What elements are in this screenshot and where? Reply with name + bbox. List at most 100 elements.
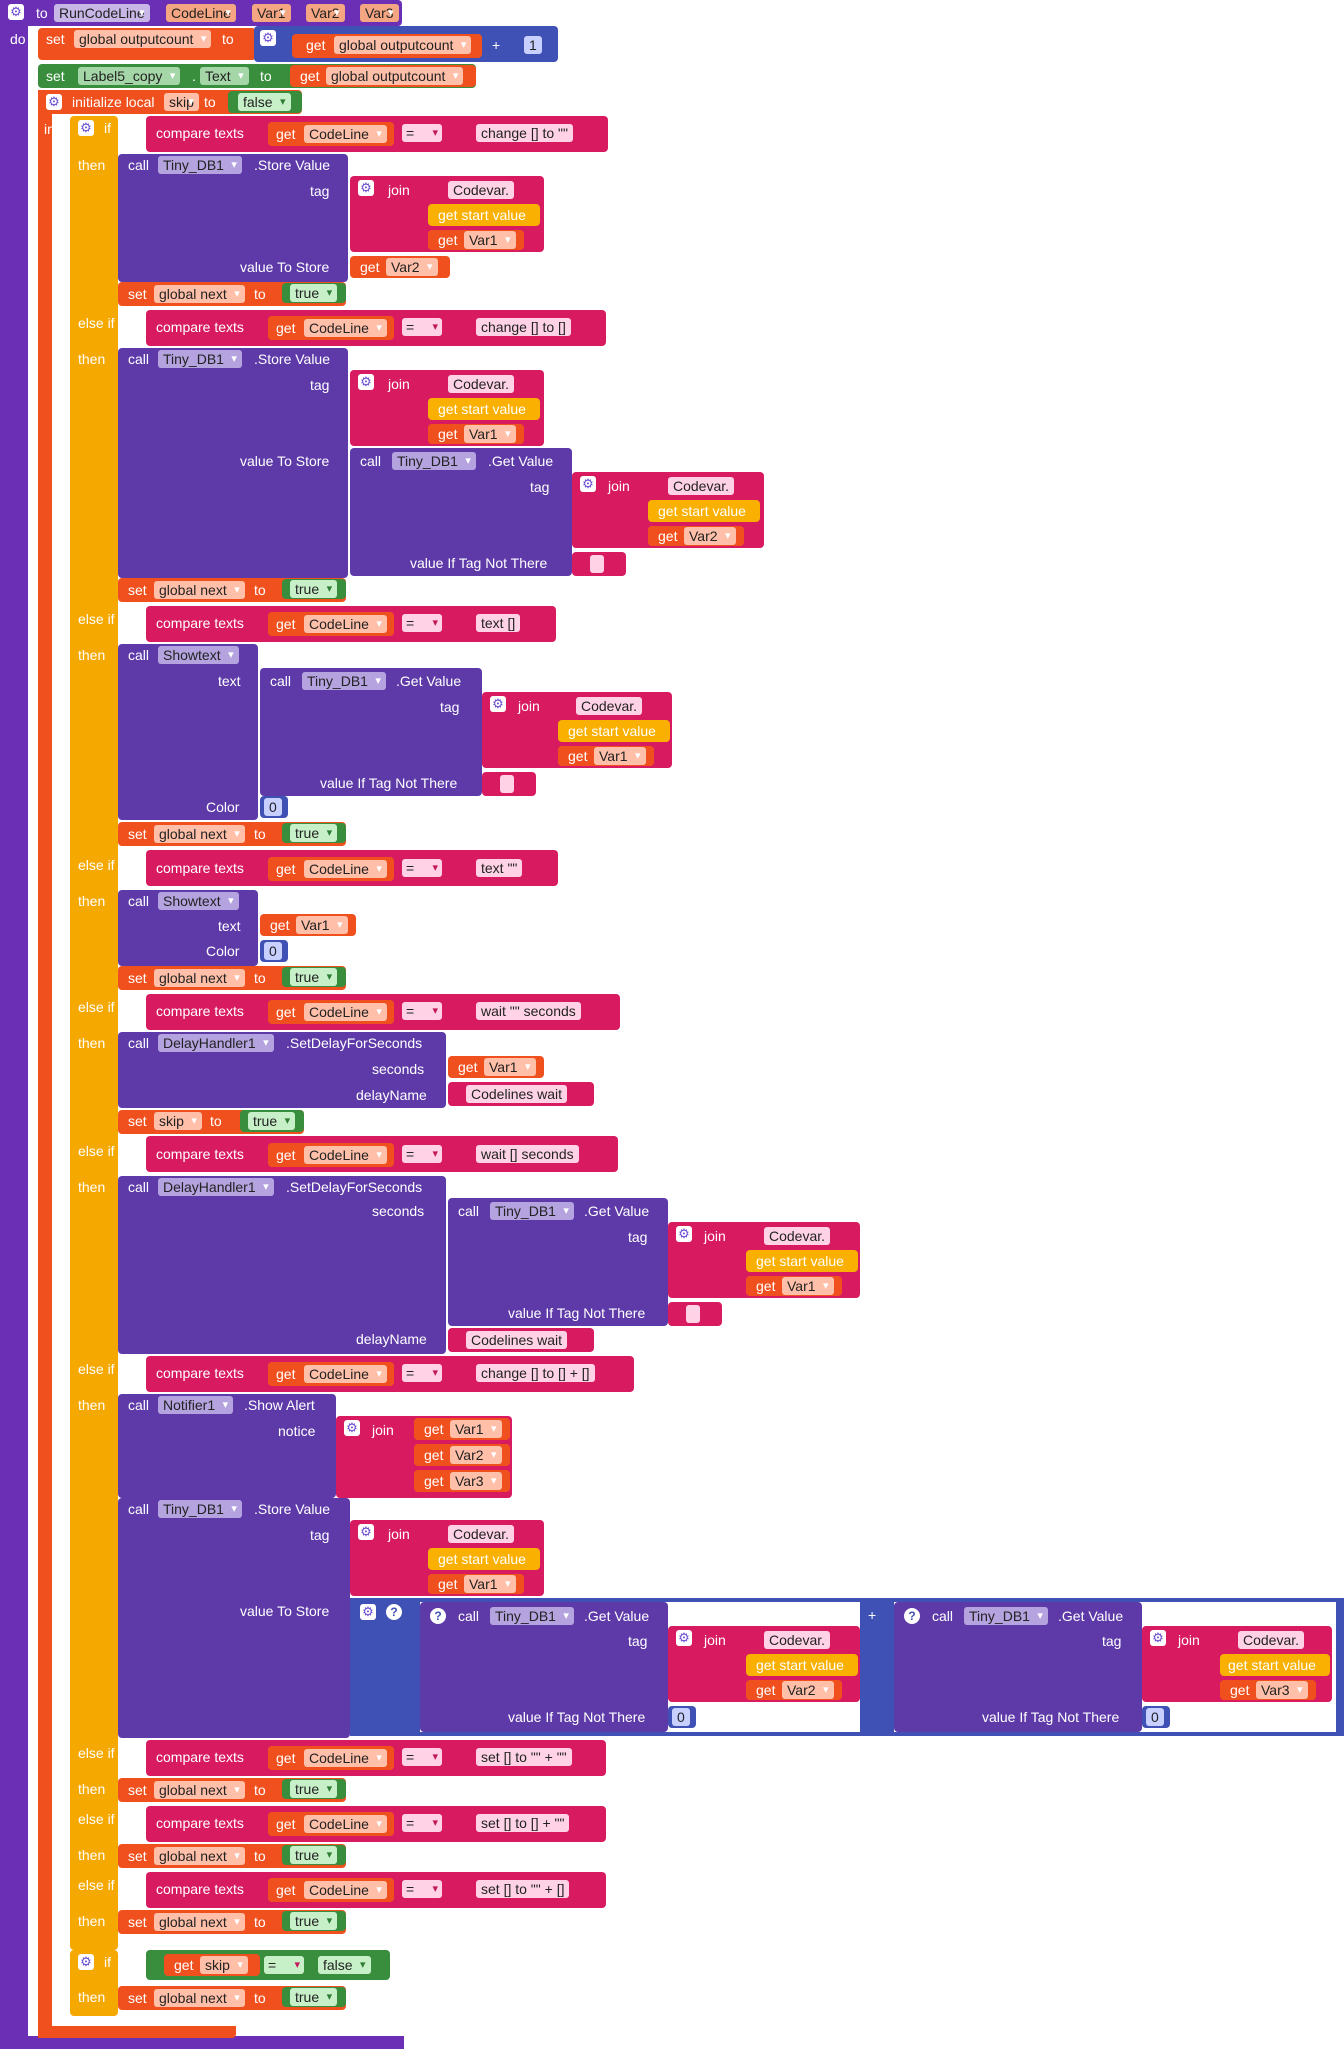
- false-value[interactable]: false: [238, 93, 291, 111]
- gear-icon[interactable]: ⚙: [676, 1630, 692, 1646]
- call-storevalue-block[interactable]: [118, 348, 348, 578]
- var-codeline[interactable]: CodeLine: [304, 1003, 387, 1021]
- component-tinydb[interactable]: Tiny_DB1: [158, 1500, 242, 1518]
- gear-icon[interactable]: ⚙: [8, 4, 24, 20]
- var-codeline[interactable]: CodeLine: [304, 1146, 387, 1164]
- var-var3[interactable]: Var3: [1256, 1681, 1308, 1699]
- operator-equals[interactable]: =: [402, 614, 442, 632]
- help-icon[interactable]: ?: [430, 1608, 446, 1624]
- var-var2[interactable]: Var2: [386, 258, 438, 276]
- text-literal[interactable]: wait [] seconds: [476, 1145, 579, 1163]
- var-skip[interactable]: skip: [200, 1956, 248, 1974]
- text-codevar[interactable]: Codevar.: [448, 1525, 515, 1543]
- gear-icon[interactable]: ⚙: [490, 696, 506, 712]
- operator-equals[interactable]: =: [402, 1002, 442, 1020]
- procedure-block[interactable]: [0, 0, 28, 2049]
- true-value[interactable]: true: [290, 968, 338, 986]
- gear-icon[interactable]: ⚙: [1150, 1630, 1166, 1646]
- param-var2[interactable]: Var2: [306, 4, 345, 22]
- var-outputcount[interactable]: global outputcount: [74, 30, 212, 48]
- component-tinydb[interactable]: Tiny_DB1: [158, 156, 242, 174]
- component-tinydb[interactable]: Tiny_DB1: [490, 1607, 574, 1625]
- text-literal[interactable]: change [] to []: [476, 318, 571, 336]
- operator-equals[interactable]: =: [402, 1814, 442, 1832]
- var-var1[interactable]: Var1: [464, 425, 516, 443]
- component-tinydb[interactable]: Tiny_DB1: [302, 672, 386, 690]
- var-var1[interactable]: Var1: [464, 1575, 516, 1593]
- text-empty[interactable]: [590, 555, 604, 573]
- init-local-block[interactable]: [38, 90, 52, 2038]
- var-next[interactable]: global next: [154, 825, 245, 843]
- text-codevar[interactable]: Codevar.: [764, 1631, 831, 1649]
- start-value-block[interactable]: [428, 204, 540, 226]
- text-codevar[interactable]: Codevar.: [668, 477, 735, 495]
- operator-equals[interactable]: =: [264, 1956, 304, 1974]
- var-var1[interactable]: Var1: [782, 1277, 834, 1295]
- text-codevar[interactable]: Codevar.: [448, 375, 515, 393]
- gear-icon[interactable]: ⚙: [360, 1604, 376, 1620]
- help-icon[interactable]: ?: [904, 1608, 920, 1624]
- text-delay-name[interactable]: Codelines wait: [466, 1331, 568, 1349]
- var-next[interactable]: global next: [154, 1847, 245, 1865]
- var-outputcount-get[interactable]: global outputcount: [334, 36, 472, 54]
- text-empty[interactable]: [686, 1305, 700, 1323]
- start-value-block[interactable]: [746, 1654, 858, 1676]
- var-var2[interactable]: Var2: [684, 527, 736, 545]
- component-tinydb[interactable]: Tiny_DB1: [964, 1607, 1048, 1625]
- start-value-block[interactable]: [428, 1548, 540, 1570]
- text-delay-name[interactable]: Codelines wait: [466, 1085, 568, 1103]
- gear-icon[interactable]: ⚙: [78, 1954, 94, 1970]
- text-codevar[interactable]: Codevar.: [448, 181, 515, 199]
- true-value[interactable]: true: [290, 1912, 338, 1930]
- operator-equals[interactable]: =: [402, 1364, 442, 1382]
- text-codevar[interactable]: Codevar.: [1238, 1631, 1305, 1649]
- var-codeline[interactable]: CodeLine: [304, 615, 387, 633]
- text-codevar[interactable]: Codevar.: [576, 697, 643, 715]
- text-literal[interactable]: set [] to "" + "": [476, 1748, 572, 1766]
- start-value-block[interactable]: [558, 720, 670, 742]
- gear-icon[interactable]: ⚙: [358, 180, 374, 196]
- component-notifier[interactable]: Notifier1: [158, 1396, 234, 1414]
- start-value-block[interactable]: [648, 500, 760, 522]
- var-codeline[interactable]: CodeLine: [304, 1749, 387, 1767]
- number-0[interactable]: 0: [264, 798, 282, 816]
- true-value[interactable]: true: [248, 1112, 296, 1130]
- var-outputcount-get2[interactable]: global outputcount: [326, 67, 464, 85]
- param-var3[interactable]: Var3: [360, 4, 399, 22]
- var-codeline[interactable]: CodeLine: [304, 1881, 387, 1899]
- component-delayhandler[interactable]: DelayHandler1: [158, 1034, 274, 1052]
- var-codeline[interactable]: CodeLine: [304, 319, 387, 337]
- text-literal[interactable]: set [] to [] + "": [476, 1814, 570, 1832]
- var-var1[interactable]: Var1: [484, 1058, 536, 1076]
- call-setdelay-block[interactable]: [118, 1176, 446, 1354]
- operator-equals[interactable]: =: [402, 1880, 442, 1898]
- true-value[interactable]: true: [290, 1846, 338, 1864]
- var-var1[interactable]: Var1: [594, 747, 646, 765]
- var-next[interactable]: global next: [154, 285, 245, 303]
- var-next[interactable]: global next: [154, 969, 245, 987]
- start-value-block[interactable]: [1220, 1654, 1330, 1676]
- var-var1[interactable]: Var1: [464, 231, 516, 249]
- var-codeline[interactable]: CodeLine: [304, 1365, 387, 1383]
- component-tinydb[interactable]: Tiny_DB1: [490, 1202, 574, 1220]
- text-literal[interactable]: wait "" seconds: [476, 1002, 581, 1020]
- gear-icon[interactable]: ⚙: [78, 120, 94, 136]
- gear-icon[interactable]: ⚙: [580, 476, 596, 492]
- text-literal[interactable]: change [] to [] + []: [476, 1364, 595, 1382]
- gear-icon[interactable]: ⚙: [358, 374, 374, 390]
- gear-icon[interactable]: ⚙: [344, 1420, 360, 1436]
- text-literal[interactable]: set [] to "" + []: [476, 1880, 570, 1898]
- operator-equals[interactable]: =: [402, 1145, 442, 1163]
- operator-equals[interactable]: =: [402, 318, 442, 336]
- gear-icon[interactable]: ⚙: [676, 1226, 692, 1242]
- component-label5[interactable]: Label5_copy: [78, 67, 181, 85]
- var-next[interactable]: global next: [154, 1781, 245, 1799]
- param-var1[interactable]: Var1: [252, 4, 291, 22]
- text-literal[interactable]: text "": [476, 859, 523, 877]
- true-value[interactable]: true: [290, 1780, 338, 1798]
- text-empty[interactable]: [500, 775, 514, 793]
- component-showtext[interactable]: Showtext: [158, 646, 239, 664]
- gear-icon[interactable]: ⚙: [260, 30, 276, 46]
- call-storevalue-block[interactable]: [118, 1498, 350, 1738]
- var-next[interactable]: global next: [154, 1989, 245, 2007]
